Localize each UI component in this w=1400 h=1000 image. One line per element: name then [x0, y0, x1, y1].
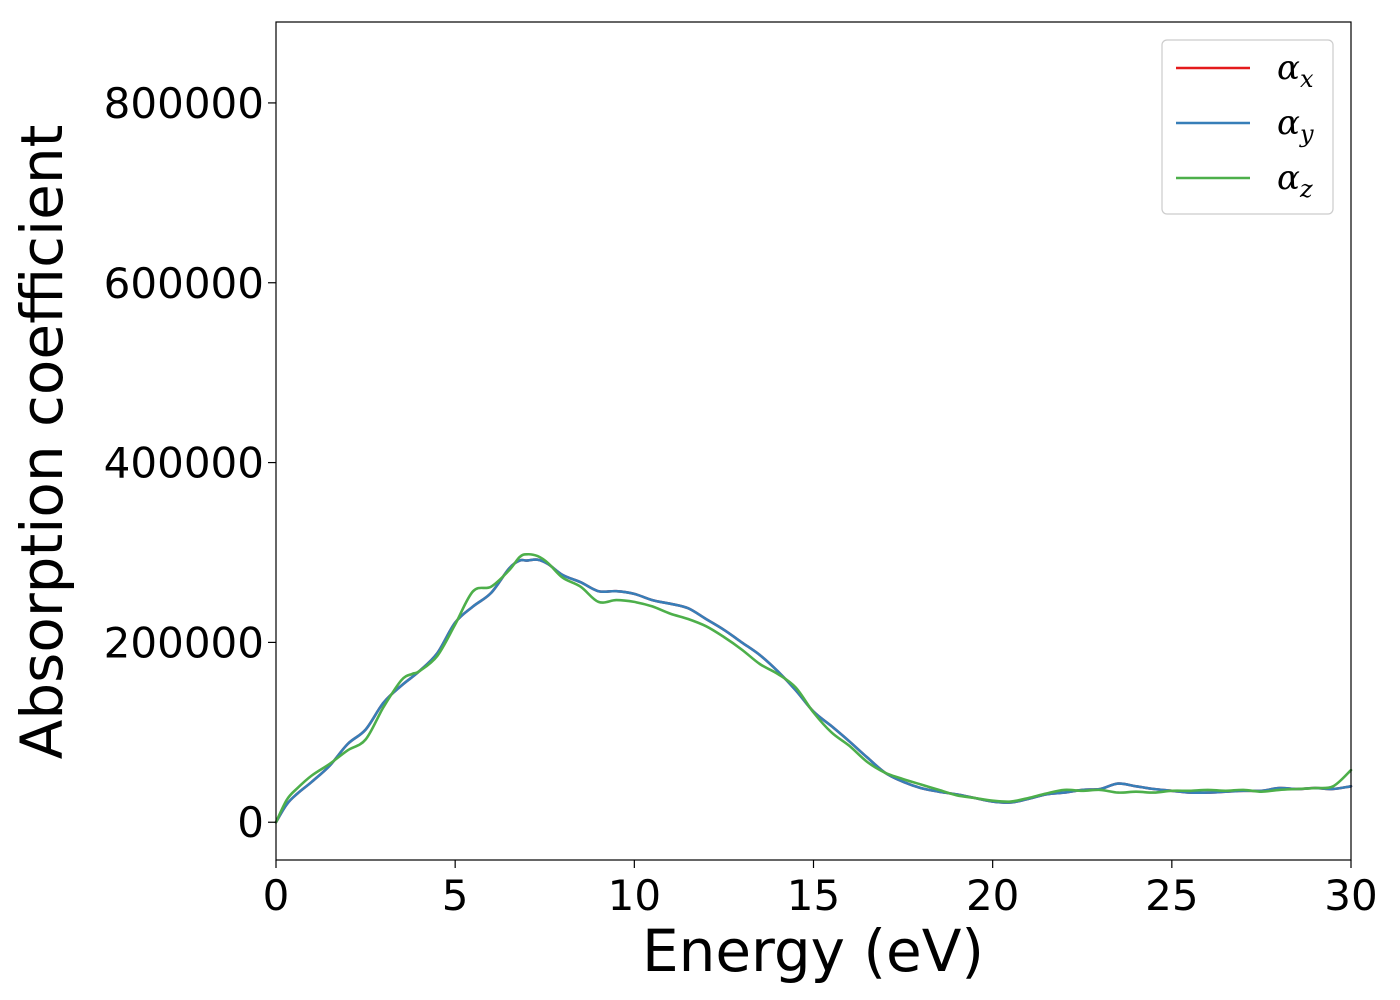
x-tick-label: 0: [263, 871, 290, 920]
y-tick-label: 400000: [104, 439, 264, 488]
x-tick-label: 20: [966, 871, 1019, 920]
x-tick-label: 25: [1145, 871, 1198, 920]
y-tick-label: 800000: [104, 79, 264, 128]
x-tick-label: 30: [1324, 871, 1377, 920]
series-layer: [274, 552, 1353, 824]
x-tick-label: 15: [787, 871, 840, 920]
x-tick-label: 5: [442, 871, 469, 920]
y-axis: 0 200000 400000 600000 800000: [104, 79, 276, 847]
legend: αx αy αz: [1161, 39, 1334, 215]
legend-frame: [1161, 39, 1334, 215]
y-tick-label: 200000: [104, 618, 264, 667]
y-tick-label: 600000: [104, 259, 264, 308]
x-axis-title: Energy (eV): [642, 917, 984, 985]
y-tick-label: 0: [237, 798, 264, 847]
series-line-z: [274, 552, 1353, 824]
legend-label-x: αx: [1277, 48, 1314, 93]
legend-label-z: αz: [1277, 158, 1313, 203]
legend-label-y: αy: [1277, 103, 1314, 148]
x-axis: 0 5 10 15 20 25 30: [263, 860, 1378, 920]
x-tick-label: 10: [608, 871, 661, 920]
y-axis-title: Absorption coefficient: [8, 125, 76, 760]
